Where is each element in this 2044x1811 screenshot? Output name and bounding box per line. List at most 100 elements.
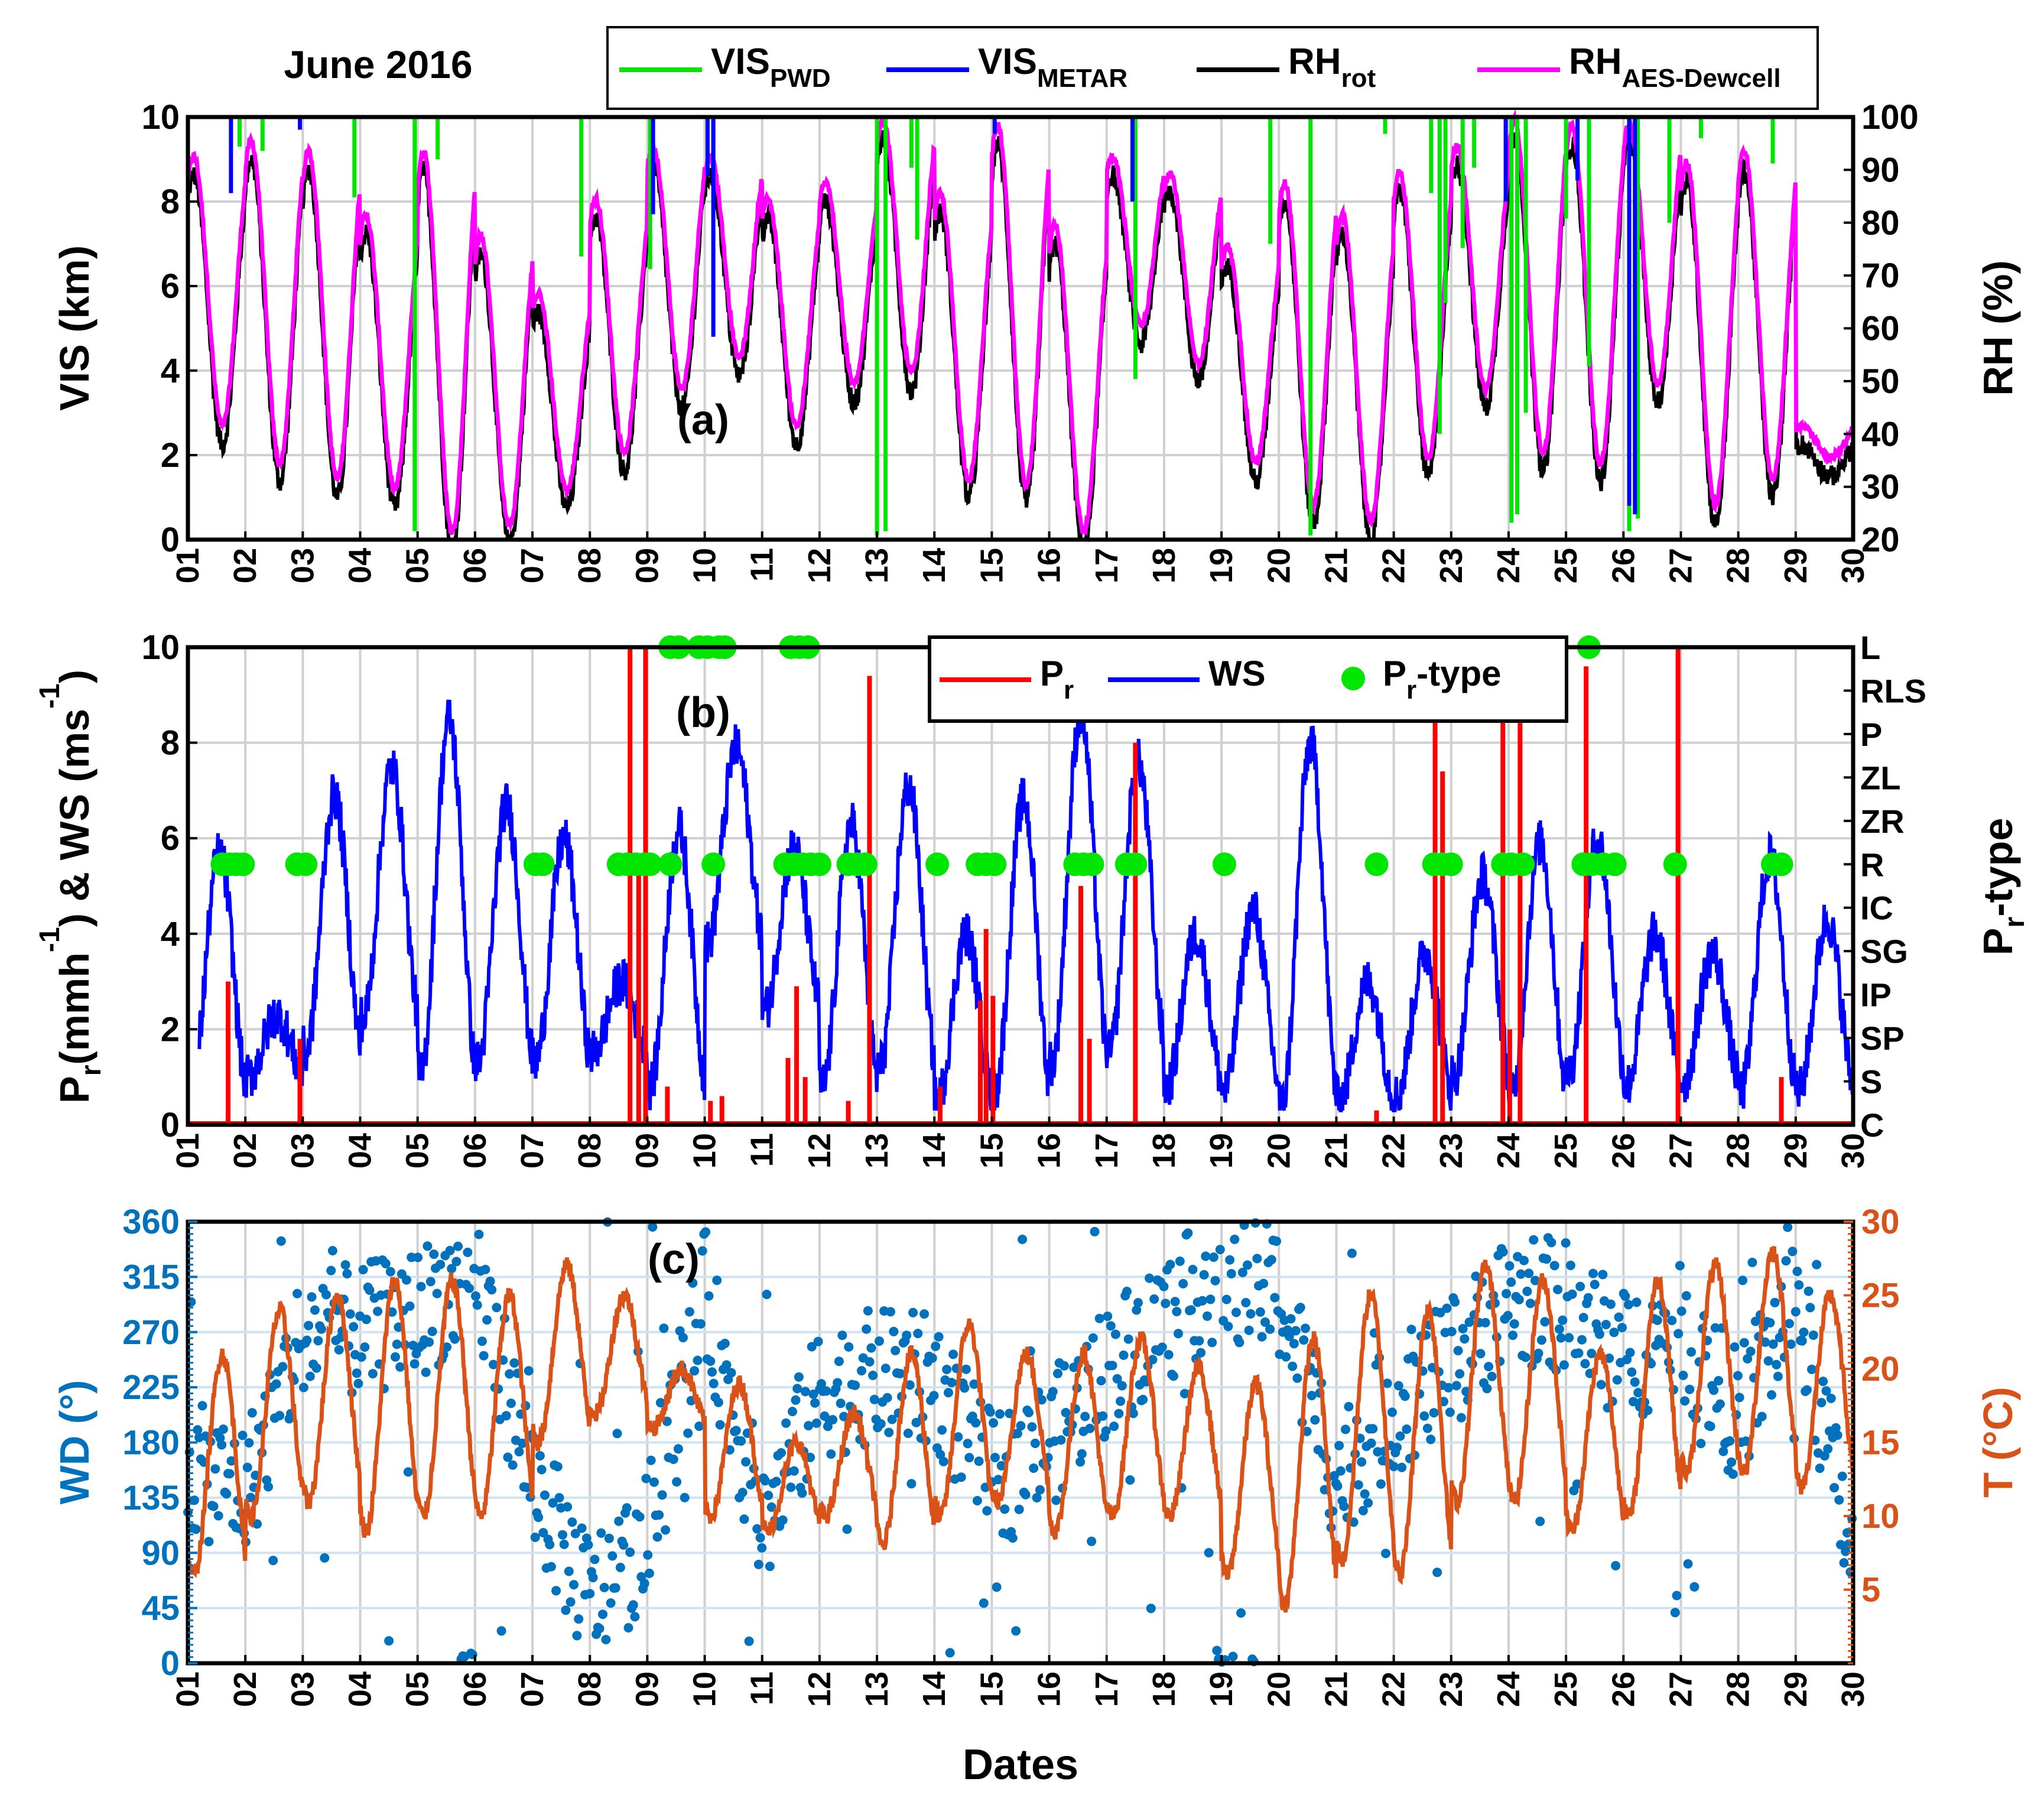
wd-point	[1157, 1342, 1167, 1352]
wd-point	[868, 1371, 878, 1380]
wd-point	[1246, 1309, 1256, 1319]
wd-point	[1159, 1281, 1169, 1291]
wd-point	[1392, 1442, 1402, 1452]
y-tick-label-left: 8	[161, 724, 180, 762]
ylabel-part: )	[51, 670, 98, 683]
y-tick-label-right: C	[1860, 1106, 1884, 1144]
wd-point	[1259, 1278, 1269, 1289]
wd-point	[696, 1319, 706, 1329]
y-tick-label-left: 2	[161, 436, 180, 475]
wd-point	[1821, 1386, 1831, 1396]
temperature-line	[186, 1245, 1855, 1613]
wd-point	[508, 1460, 518, 1470]
wd-point	[1783, 1222, 1793, 1232]
wd-point	[1842, 1528, 1852, 1538]
wd-point	[797, 1488, 807, 1498]
wd-point	[558, 1530, 567, 1540]
wd-point	[808, 1389, 818, 1399]
wd-point	[218, 1424, 228, 1434]
wd-point	[800, 1387, 810, 1397]
wd-point	[1292, 1373, 1302, 1383]
wd-point	[1175, 1256, 1185, 1266]
pr-type-point	[1212, 852, 1236, 877]
wd-point	[209, 1501, 219, 1511]
wd-point	[1085, 1423, 1095, 1433]
x-tick-label: 30	[1835, 548, 1871, 583]
wd-point	[247, 1408, 257, 1418]
wd-point	[652, 1532, 662, 1542]
wd-point	[813, 1336, 823, 1346]
x-tick-label: 23	[1434, 548, 1469, 583]
x-tick-label: 23	[1434, 1672, 1469, 1707]
wd-point	[1024, 1407, 1034, 1417]
ylabel-part: P	[51, 1076, 98, 1104]
x-tick-label: 29	[1778, 1672, 1814, 1707]
wd-point	[659, 1323, 669, 1333]
ylabel-right-part: -type	[1975, 818, 2021, 917]
wd-point	[275, 1411, 285, 1420]
wd-point	[648, 1222, 658, 1232]
wd-point	[979, 1598, 989, 1608]
wd-point	[479, 1351, 489, 1361]
wd-point	[1633, 1388, 1643, 1398]
wd-point	[276, 1236, 286, 1246]
wd-point	[1168, 1371, 1178, 1381]
wd-point	[1578, 1313, 1588, 1323]
wd-point	[1208, 1252, 1218, 1262]
wd-point	[619, 1540, 629, 1550]
wd-point	[960, 1383, 970, 1393]
wd-point	[1524, 1268, 1534, 1278]
wd-point	[1596, 1380, 1606, 1390]
wd-point	[789, 1466, 799, 1476]
wd-point	[1503, 1310, 1513, 1320]
wd-point	[697, 1246, 707, 1256]
wd-point	[1768, 1339, 1778, 1349]
wd-point	[413, 1252, 423, 1262]
x-tick-label: 28	[1721, 548, 1756, 583]
wd-point	[972, 1496, 982, 1505]
wd-point	[1770, 1297, 1780, 1307]
ylabel-part: ) & WS (ms	[51, 709, 98, 927]
wd-point	[1128, 1408, 1138, 1419]
pr-type-point	[807, 852, 831, 877]
wd-point	[1733, 1371, 1743, 1381]
wd-point	[1709, 1385, 1719, 1395]
wd-point	[1802, 1385, 1812, 1395]
wd-point	[1460, 1334, 1470, 1344]
wd-point	[334, 1345, 344, 1355]
x-axis-label: Dates	[963, 1741, 1078, 1789]
wd-point	[1672, 1591, 1682, 1601]
wd-point	[1652, 1315, 1662, 1325]
wd-point	[646, 1455, 656, 1465]
pr-type-point	[1663, 852, 1687, 877]
x-tick-label: 14	[917, 1133, 952, 1169]
panel-c-ylabel-left-text: WD (°)	[51, 1380, 98, 1505]
wd-point	[1727, 1457, 1736, 1467]
panel-c-ylabel-right: T (°C)	[1975, 1387, 2021, 1497]
wd-point	[1815, 1463, 1825, 1474]
legend-sub-pr: r	[1064, 676, 1074, 705]
wd-point	[1241, 1297, 1251, 1307]
y-tick-label-right: 30	[1861, 1203, 1900, 1241]
wd-point	[741, 1457, 751, 1467]
wd-point	[1077, 1449, 1087, 1459]
panel-b-legend-box	[928, 635, 1568, 723]
wd-point	[1183, 1228, 1193, 1238]
wd-point	[226, 1456, 236, 1466]
x-tick-label: 15	[974, 1133, 1009, 1169]
x-tick-label: 24	[1491, 1672, 1526, 1707]
y-tick-label-right: 25	[1861, 1277, 1900, 1315]
wd-point	[953, 1432, 963, 1442]
wd-point	[395, 1362, 405, 1372]
wd-point	[1772, 1359, 1782, 1369]
wd-point	[1831, 1423, 1841, 1433]
x-tick-label: 05	[400, 1672, 436, 1707]
wd-point	[1773, 1371, 1783, 1381]
wd-point	[1458, 1324, 1468, 1333]
wd-point	[1623, 1300, 1633, 1310]
panel-a: 01 02 03 04 05 06 07 08 09 10 11 12 13 14 15 16 17 18 19 20…	[51, 26, 2021, 583]
wd-point	[850, 1380, 860, 1390]
wd-point	[1036, 1395, 1047, 1405]
wd-point	[594, 1624, 605, 1634]
wd-point	[1393, 1381, 1403, 1391]
